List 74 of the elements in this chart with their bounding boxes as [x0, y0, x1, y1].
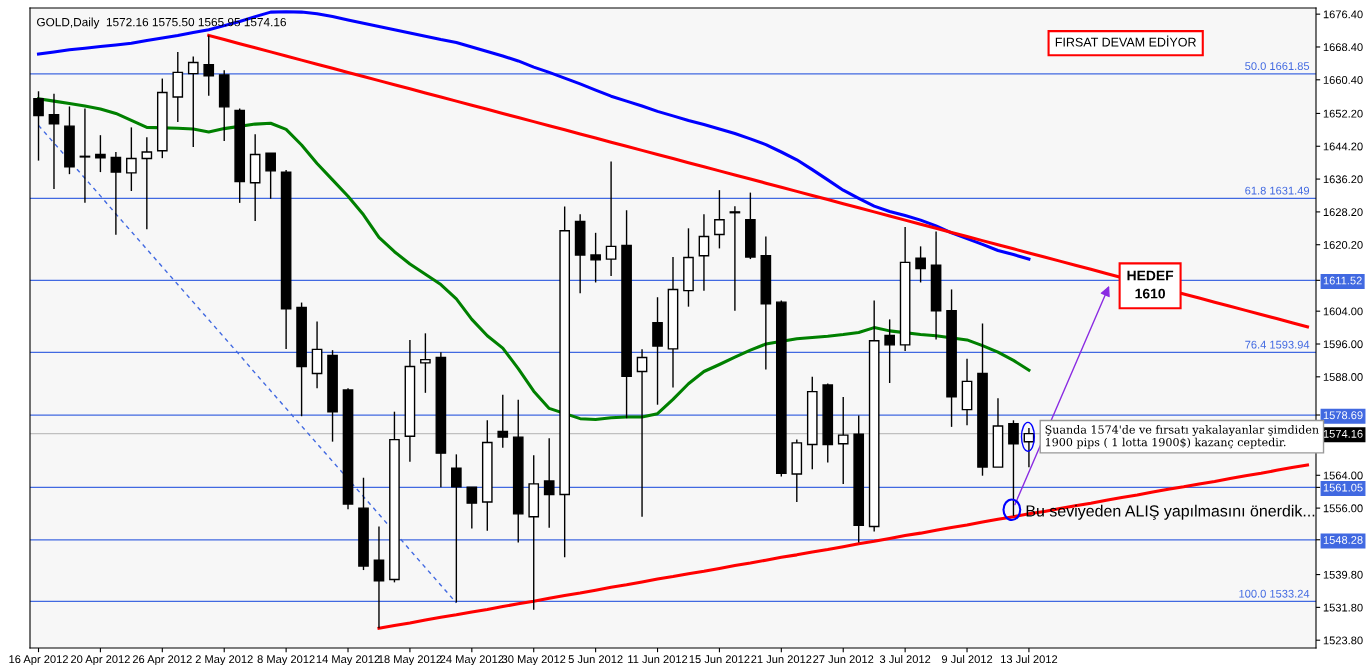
x-tick-label: 5 Jun 2012	[568, 655, 623, 664]
y-tick-label: 1523.80	[1323, 636, 1363, 645]
ref-line-label: 50.0 1661.85	[1245, 62, 1310, 71]
candlestick	[543, 437, 555, 529]
y-tick-label: 1644.20	[1323, 142, 1363, 151]
x-tick-label: 2 May 2012	[195, 655, 253, 665]
candlestick	[79, 107, 91, 204]
annotation: HEDEF 1610	[1127, 270, 1174, 299]
x-tick-label: 3 Jul 2012	[879, 654, 931, 664]
line-series	[36, 10, 1031, 261]
candlestick	[203, 34, 215, 97]
ref-line-label: 61.8 1631.49	[1245, 186, 1310, 195]
x-tick-label: 18 May 2012	[378, 655, 442, 665]
x-tick-label: 21 Jun 2012	[751, 655, 812, 664]
candlestick	[729, 205, 741, 312]
annotation: Şuanda 1574'de ve fırsatı yakalayanlar şimdiden 1900 pips ( 1 lotta 1900$) kazanç ceptedir.	[1045, 425, 1319, 449]
y-tick-label: 1604.00	[1323, 307, 1363, 316]
candlestick	[451, 453, 462, 604]
y-tick-label: 1660.40	[1323, 76, 1363, 84]
candlestick	[187, 55, 199, 148]
y-tick-label: 1531.80	[1323, 603, 1363, 612]
y-tick-label: 1539.80	[1323, 570, 1363, 579]
x-tick-label: 14 May 2012	[316, 655, 380, 665]
x-tick-label: 15 Jun 2012	[689, 655, 750, 664]
candlestick	[915, 245, 926, 284]
x-tick-label: 13 Jul 2012	[1001, 654, 1058, 664]
x-tick-label: 16 Apr 2012	[9, 655, 68, 665]
x-tick-label: 20 Apr 2012	[71, 655, 130, 665]
candlestick	[373, 525, 385, 630]
candlestick	[466, 486, 478, 530]
x-tick-label: 27 Jun 2012	[813, 655, 874, 664]
x-tick-label: 24 May 2012	[440, 655, 504, 665]
candlestick	[652, 296, 663, 406]
candlestick	[698, 213, 710, 292]
candlestick	[110, 151, 122, 236]
x-tick-label: 26 Apr 2012	[132, 655, 192, 665]
y-tick-label: 1564.00	[1323, 471, 1363, 480]
candlestick	[48, 93, 60, 190]
x-tick-label: 11 Jun 2012	[628, 655, 688, 664]
y-tick-label: 1561.05	[1323, 483, 1363, 492]
candlestick	[33, 90, 44, 162]
y-tick-label: 1652.20	[1323, 109, 1363, 118]
y-tick-label: 1578.69	[1323, 411, 1363, 420]
candlestick	[95, 134, 106, 173]
candlestick	[636, 348, 648, 518]
y-tick-label: 1636.20	[1323, 175, 1363, 184]
y-tick-label: 1588.00	[1323, 373, 1363, 381]
line-series	[207, 33, 1310, 329]
candlestick	[884, 318, 895, 384]
candlestick	[605, 160, 617, 277]
candlestick	[420, 332, 431, 394]
y-tick-label: 1548.28	[1323, 536, 1363, 544]
y-tick-label: 1628.20	[1323, 208, 1363, 217]
y-tick-label: 1668.40	[1323, 43, 1363, 52]
x-tick-label: 9 Jul 2012	[941, 654, 993, 664]
candlestick	[497, 394, 509, 449]
y-tick-label: 1676.40	[1323, 10, 1363, 19]
candlestick	[714, 189, 725, 250]
candlestick	[141, 136, 153, 230]
y-tick-label: 1574.16	[1323, 429, 1363, 438]
y-tick-label: 1556.00	[1323, 504, 1363, 513]
y-tick-label: 1596.00	[1323, 340, 1363, 349]
x-tick-label: 30 May 2012	[502, 655, 566, 665]
y-tick-label: 1620.20	[1323, 240, 1363, 249]
candlestick	[126, 126, 137, 192]
y-tick-label: 1611.52	[1323, 276, 1362, 285]
x-tick-label: 8 May 2012	[257, 655, 315, 665]
annotation: FIRSAT DEVAM EDİYOR	[1055, 35, 1196, 47]
candlestick	[1008, 419, 1019, 517]
ref-line-label: 100.0 1533.24	[1239, 589, 1310, 598]
ref-line-label: 76.4 1593.94	[1245, 340, 1310, 349]
candlestick	[265, 152, 276, 200]
candlestick	[837, 396, 849, 485]
candlestick	[590, 232, 601, 284]
